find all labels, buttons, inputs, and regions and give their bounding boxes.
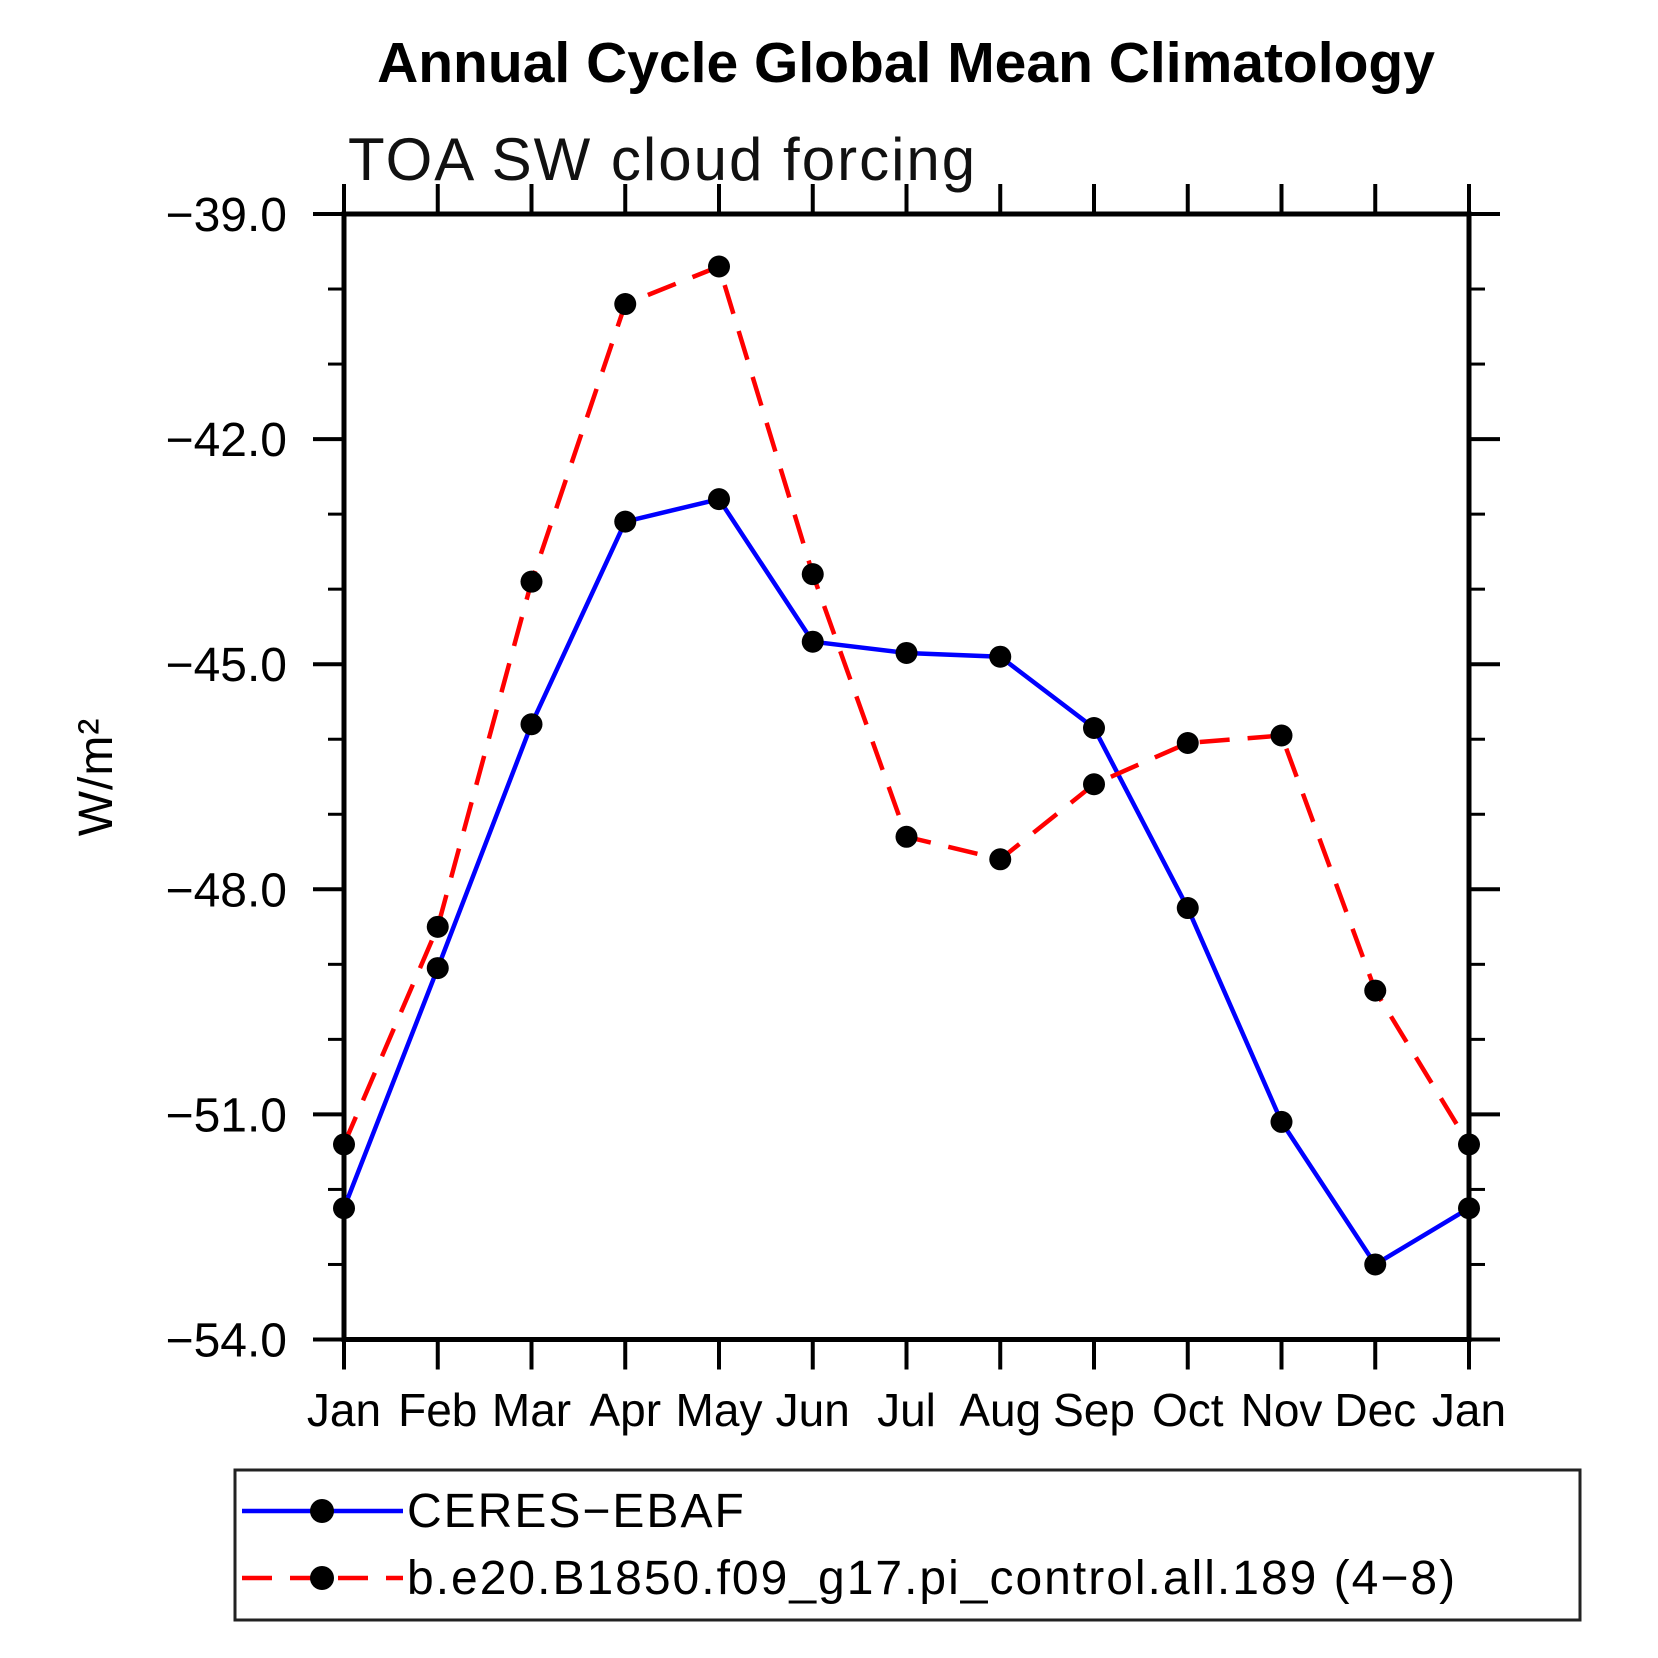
data-point	[1458, 1197, 1480, 1220]
y-tick-label: −54.0	[166, 1315, 287, 1368]
x-tick-label: Apr	[589, 1384, 661, 1436]
data-point	[1176, 731, 1199, 754]
legend-label-ceres: CERES−EBAF	[407, 1485, 746, 1538]
y-tick-label: −51.0	[166, 1089, 287, 1142]
data-point	[333, 1197, 355, 1220]
x-tick-label: Sep	[1053, 1384, 1135, 1436]
data-point	[895, 825, 918, 848]
legend-entry-model: b.e20.B1850.f09_g17.pi_control.all.189 (…	[242, 1552, 1457, 1605]
data-point	[989, 848, 1012, 871]
legend-entry-ceres: CERES−EBAF	[242, 1485, 746, 1538]
series-line-1	[341, 263, 1471, 1146]
chart-subtitle: TOA SW cloud forcing	[348, 126, 977, 193]
y-axis-label: W/m²	[70, 718, 123, 837]
data-point	[1083, 716, 1105, 739]
x-tick-label: Jan	[307, 1384, 381, 1436]
data-point	[426, 957, 449, 980]
data-point	[708, 488, 730, 511]
data-point	[1458, 1133, 1480, 1156]
chart-title: Annual Cycle Global Mean Climatology	[377, 31, 1435, 95]
x-tick-label: Oct	[1152, 1384, 1224, 1436]
data-point	[895, 641, 918, 664]
y-tick-label: −48.0	[166, 864, 287, 917]
data-point	[1364, 1253, 1387, 1276]
data-point	[1083, 773, 1105, 796]
legend-marker-icon	[310, 1566, 334, 1590]
x-tick-label: Feb	[398, 1384, 477, 1436]
y-tick-label: −39.0	[166, 189, 287, 242]
data-point	[333, 1133, 355, 1156]
data-point	[708, 255, 730, 278]
data-point	[801, 630, 824, 653]
x-tick-label: Jun	[776, 1384, 850, 1436]
legend-box: CERES−EBAF b.e20.B1850.f09_g17.pi_contro…	[233, 1468, 1582, 1622]
x-tick-label: May	[676, 1384, 763, 1436]
y-tick-label: −42.0	[166, 414, 287, 467]
legend-label-model: b.e20.B1850.f09_g17.pi_control.all.189 (…	[407, 1552, 1457, 1605]
legend-marker-icon	[310, 1499, 334, 1523]
legend-border	[233, 1468, 1582, 1622]
plot-area: Jan Feb Mar Apr May Jun Jul Aug Sep Oct Nov Dec Jan−…	[166, 184, 1506, 1436]
series-line-0	[341, 496, 1471, 1268]
data-point	[520, 570, 543, 593]
data-point	[1176, 897, 1199, 920]
data-point	[614, 510, 637, 533]
data-point	[1364, 979, 1387, 1002]
data-point	[614, 293, 637, 316]
x-tick-label: Dec	[1334, 1384, 1416, 1436]
data-point	[426, 915, 449, 938]
x-tick-label: Aug	[959, 1384, 1041, 1436]
x-tick-label: Nov	[1241, 1384, 1323, 1436]
data-point	[1270, 1110, 1293, 1133]
x-tick-label: Jul	[877, 1384, 936, 1436]
data-point	[1270, 724, 1293, 747]
data-point	[989, 645, 1012, 668]
x-tick-label: Jan	[1432, 1384, 1506, 1436]
x-tick-label: Mar	[492, 1384, 571, 1436]
data-point	[520, 713, 543, 736]
y-tick-label: −45.0	[166, 639, 287, 692]
data-point	[801, 563, 824, 586]
